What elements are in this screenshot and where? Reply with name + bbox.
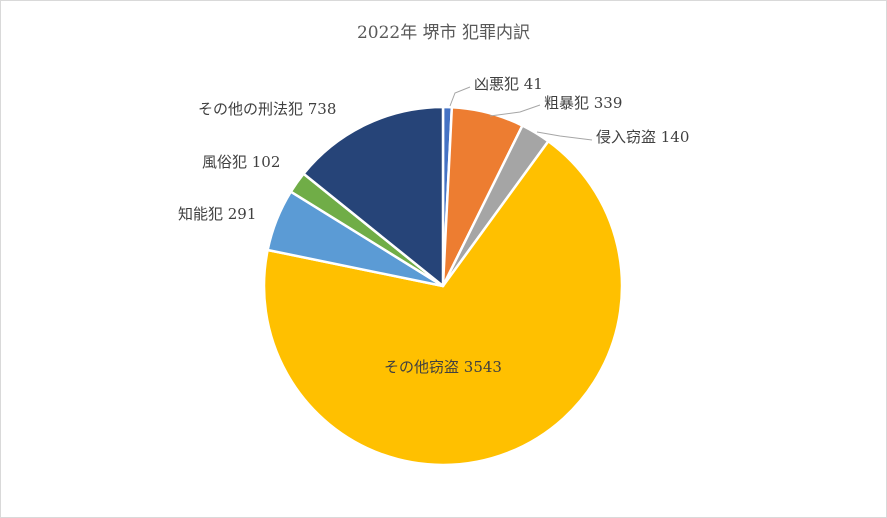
data-label-violent-crime: 凶悪犯 41 — [474, 75, 543, 93]
data-label-morals-crime: 風俗犯 102 — [202, 153, 280, 171]
chart-title: 2022年 堺市 犯罪内訳 — [356, 23, 531, 43]
data-label-fraud-crime: 知能犯 291 — [178, 205, 256, 223]
data-label-burglary: 侵入窃盗 140 — [596, 128, 689, 146]
pie-slice-other-penal-crime — [302, 105, 445, 288]
data-label-assault-crime: 粗暴犯 339 — [544, 94, 622, 112]
leader-line-assault-crime — [489, 104, 541, 117]
pie-slice-other-theft — [262, 140, 624, 467]
data-label-other-theft: その他窃盗 3543 — [384, 358, 502, 376]
leader-line-violent-crime — [449, 86, 471, 107]
leader-line-burglary — [536, 131, 593, 141]
data-label-other-penal-crime: その他の刑法犯 738 — [198, 100, 336, 118]
